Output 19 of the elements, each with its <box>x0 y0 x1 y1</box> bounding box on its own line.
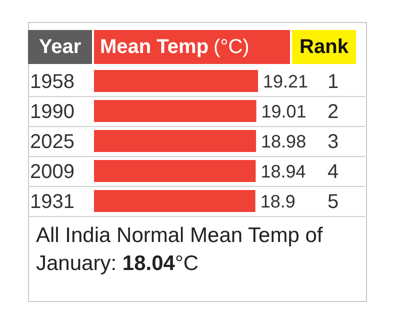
data-label: 19.21 <box>263 71 308 92</box>
text: 4 <box>327 161 339 184</box>
data-label: 18.94 <box>260 161 306 182</box>
text: 1 <box>327 71 339 94</box>
y-tick-label: 1931 <box>30 191 74 214</box>
y-tick-label: 1958 <box>30 71 74 94</box>
y-tick-label: 1990 <box>30 101 74 124</box>
data-label: 19.01 <box>261 101 306 122</box>
data-label: 18.9 <box>260 191 296 212</box>
x-axis-title: Mean Temp (°C) <box>100 36 250 58</box>
text: 3 <box>327 131 339 154</box>
y-tick-label: 2025 <box>30 131 74 154</box>
text: Rank <box>292 30 356 64</box>
text: 5 <box>327 191 339 214</box>
text: 2 <box>327 101 339 124</box>
data-label: 18.98 <box>261 131 306 152</box>
y-tick-label: 2009 <box>30 161 74 184</box>
y-axis-title: Year <box>28 30 92 64</box>
text: All India Normal Mean Temp of January: 18.04°C <box>36 224 323 275</box>
